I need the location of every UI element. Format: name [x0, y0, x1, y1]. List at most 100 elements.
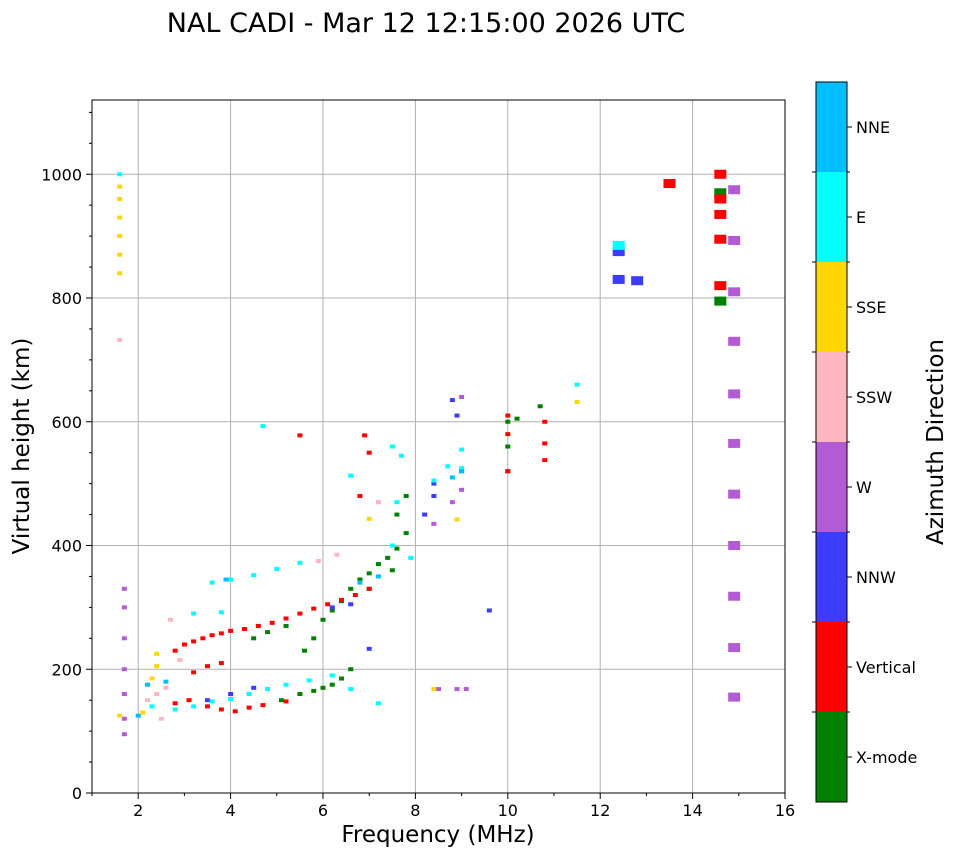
data-point: [140, 710, 146, 715]
data-point: [117, 172, 123, 177]
data-point: [269, 620, 275, 625]
data-point: [297, 692, 303, 696]
data-point: [338, 676, 344, 681]
colorbar-swatch: [816, 172, 847, 262]
colorbar-swatch: [816, 442, 847, 532]
data-point: [505, 432, 511, 437]
colorbar-swatch: [816, 262, 847, 352]
data-point: [612, 240, 625, 250]
data-point: [117, 215, 123, 220]
y-axis-ticks: 0 200 400 600 800 1000: [41, 111, 92, 803]
data-point: [329, 673, 335, 678]
data-point: [714, 296, 727, 306]
data-point: [375, 562, 381, 567]
data-point: [612, 247, 625, 257]
data-point: [366, 571, 372, 576]
x-tick-label: 8: [410, 801, 420, 820]
data-point: [260, 424, 266, 429]
plot-frame: [91, 99, 786, 794]
data-point: [172, 701, 178, 706]
data-point: [348, 473, 354, 478]
data-point: [121, 667, 127, 672]
data-point: [121, 636, 127, 641]
data-point: [117, 338, 123, 343]
data-point: [191, 670, 197, 675]
colorbar-frame: [815, 81, 848, 803]
data-point: [348, 667, 354, 672]
colorbar-label: Azimuth Direction: [923, 339, 949, 545]
data-point: [315, 558, 321, 563]
data-point: [394, 512, 400, 517]
colorbar-tick-label: SSW: [856, 388, 892, 407]
colorbar-swatch: [816, 532, 847, 622]
x-tick-label: 6: [318, 801, 328, 820]
data-point: [431, 521, 437, 526]
data-point: [265, 630, 271, 635]
data-point: [389, 568, 395, 573]
data-point: [297, 433, 303, 438]
data-point: [537, 404, 543, 409]
data-point: [168, 617, 174, 622]
x-axis-ticks: 2 4 6 8 10 12 14 16: [91, 793, 795, 820]
data-point: [218, 631, 224, 636]
data-point: [449, 398, 455, 403]
data-point: [154, 651, 160, 656]
data-point: [728, 692, 741, 702]
series-w: [121, 185, 741, 737]
data-point: [357, 577, 363, 582]
data-point: [574, 399, 580, 404]
data-point: [334, 552, 340, 557]
data-point: [728, 591, 741, 601]
data-point: [191, 704, 197, 709]
x-tick-label: 2: [133, 801, 143, 820]
data-point: [728, 438, 741, 448]
data-point: [728, 389, 741, 399]
data-point: [505, 419, 511, 424]
data-point: [728, 489, 741, 499]
data-point: [218, 610, 224, 615]
colorbar-tick-label: NNE: [856, 118, 890, 137]
data-point: [486, 608, 492, 613]
data-point: [158, 716, 164, 721]
series-ssw: [117, 338, 381, 721]
data-point: [329, 608, 335, 613]
data-point: [283, 623, 289, 628]
data-point: [459, 466, 465, 471]
x-tick-label: 16: [775, 801, 795, 820]
data-point: [728, 287, 741, 297]
data-point: [320, 685, 326, 690]
data-point: [454, 517, 460, 522]
data-point: [117, 252, 123, 257]
data-point: [228, 692, 234, 696]
data-point: [121, 586, 127, 591]
data-point: [181, 642, 187, 647]
data-point: [205, 664, 210, 669]
data-point: [200, 636, 206, 641]
data-point: [431, 494, 437, 498]
series-nnw: [205, 247, 644, 703]
data-point: [505, 444, 511, 449]
data-point: [163, 685, 169, 690]
data-point: [449, 475, 455, 480]
colorbar-swatch: [816, 82, 847, 172]
y-tick-label: 600: [51, 413, 82, 432]
data-point: [728, 185, 741, 195]
data-point: [399, 453, 405, 458]
data-point: [375, 500, 381, 505]
data-point: [163, 679, 169, 684]
data-point: [325, 602, 331, 607]
data-point: [714, 234, 727, 244]
data-point: [260, 703, 266, 708]
data-point: [403, 531, 409, 536]
data-point: [366, 646, 372, 651]
data-point: [329, 682, 335, 687]
data-point: [172, 707, 178, 712]
data-point: [338, 597, 344, 602]
data-point: [714, 169, 727, 179]
data-point: [121, 732, 127, 737]
data-point: [542, 419, 548, 424]
data-point: [366, 516, 372, 521]
colorbar-tick-label: NNW: [856, 568, 896, 587]
x-tick-label: 10: [498, 801, 518, 820]
data-point: [728, 541, 741, 550]
